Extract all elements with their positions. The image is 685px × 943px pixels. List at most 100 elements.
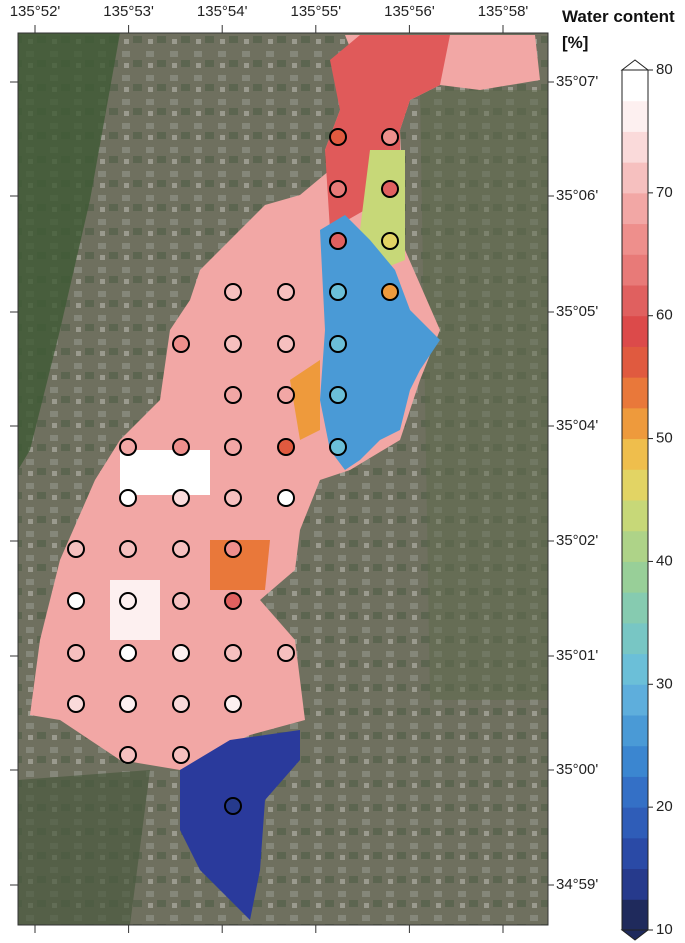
sample-point xyxy=(277,489,295,507)
sample-point xyxy=(119,592,137,610)
sample-point xyxy=(172,746,190,764)
lat-label: 35°01' xyxy=(556,647,598,664)
sample-point xyxy=(224,695,242,713)
sample-point xyxy=(119,644,137,662)
colorbar-arrow xyxy=(620,59,650,71)
sample-point xyxy=(277,438,295,456)
colorbar-tick-label: 40 xyxy=(656,552,673,569)
colorbar-band xyxy=(622,500,648,532)
sample-point xyxy=(381,180,399,198)
sample-point xyxy=(172,438,190,456)
lon-label: 135°58' xyxy=(478,3,529,20)
sample-point xyxy=(224,797,242,815)
colorbar-band xyxy=(622,315,648,347)
sample-point xyxy=(172,592,190,610)
colorbar-band xyxy=(622,407,648,440)
colorbar-band xyxy=(622,377,648,409)
map-frame xyxy=(17,32,549,926)
colorbar-band xyxy=(622,530,648,562)
sample-point xyxy=(172,644,190,662)
sample-point xyxy=(172,695,190,713)
colorbar-band xyxy=(622,837,648,870)
colorbar-band xyxy=(622,745,648,777)
colorbar-band xyxy=(622,899,648,931)
colorbar-tick-label: 70 xyxy=(656,184,673,201)
sample-point xyxy=(224,644,242,662)
colorbar-band xyxy=(622,715,648,747)
sample-point xyxy=(329,232,347,250)
sample-point xyxy=(119,695,137,713)
lat-label: 35°06' xyxy=(556,187,598,204)
colorbar-band xyxy=(622,70,648,102)
sample-point xyxy=(67,540,85,558)
sample-point xyxy=(329,386,347,404)
sample-point xyxy=(119,746,137,764)
lon-label: 135°56' xyxy=(384,3,435,20)
sample-point xyxy=(172,540,190,558)
lat-label: 35°05' xyxy=(556,303,598,320)
sample-point xyxy=(329,128,347,146)
lon-label: 135°54' xyxy=(197,3,248,20)
colorbar-band xyxy=(622,868,648,900)
sample-point xyxy=(381,283,399,301)
colorbar-tick-label: 60 xyxy=(656,307,673,324)
colorbar-band xyxy=(622,469,648,501)
colorbar-band xyxy=(622,438,648,470)
sample-point xyxy=(329,283,347,301)
colorbar-arrow xyxy=(620,929,650,941)
colorbar-band xyxy=(622,653,648,685)
sample-point xyxy=(172,489,190,507)
colorbar-band xyxy=(622,561,648,593)
colorbar-band xyxy=(622,776,648,808)
sample-point xyxy=(224,438,242,456)
sample-point xyxy=(67,644,85,662)
sample-point xyxy=(119,540,137,558)
sample-point xyxy=(224,592,242,610)
colorbar-band xyxy=(622,131,648,163)
colorbar-band xyxy=(622,346,648,378)
lat-label: 34°59' xyxy=(556,876,598,893)
colorbar-tick-label: 20 xyxy=(656,798,673,815)
colorbar-tick-label: 10 xyxy=(656,921,673,938)
sample-point xyxy=(224,335,242,353)
sample-point xyxy=(119,438,137,456)
lat-label: 35°00' xyxy=(556,761,598,778)
sample-point xyxy=(172,335,190,353)
sample-point xyxy=(329,180,347,198)
colorbar-band xyxy=(622,162,648,194)
colorbar-tick-label: 80 xyxy=(656,61,673,78)
sample-point xyxy=(67,592,85,610)
lon-label: 135°52' xyxy=(10,3,61,20)
lat-label: 35°07' xyxy=(556,73,598,90)
sample-point xyxy=(277,335,295,353)
lat-label: 35°02' xyxy=(556,532,598,549)
colorbar-band xyxy=(622,807,648,839)
colorbar-frame xyxy=(621,69,649,931)
sample-point xyxy=(224,489,242,507)
sample-point xyxy=(277,644,295,662)
lat-label: 35°04' xyxy=(556,417,598,434)
sample-point xyxy=(224,540,242,558)
sample-point xyxy=(277,386,295,404)
colorbar-band xyxy=(622,223,648,255)
colorbar-band xyxy=(622,622,648,655)
sample-point xyxy=(224,283,242,301)
colorbar-band xyxy=(622,592,648,624)
lon-label: 135°55' xyxy=(291,3,342,20)
colorbar: 10 20 30 40 50 60 70 80 xyxy=(620,59,673,941)
sample-points xyxy=(67,128,399,815)
colorbar-title: Water content [%] xyxy=(562,7,675,52)
colorbar-band xyxy=(622,285,648,317)
lon-label: 135°53' xyxy=(103,3,154,20)
colorbar-band xyxy=(622,254,648,286)
sample-point xyxy=(224,386,242,404)
sample-point xyxy=(119,489,137,507)
colorbar-tick-label: 50 xyxy=(656,430,673,447)
axes: 135°52' 135°53' 135°54' 135°55' 135°56' 135°5… xyxy=(10,3,598,933)
colorbar-band xyxy=(622,192,648,225)
sample-point xyxy=(67,695,85,713)
sample-point xyxy=(329,438,347,456)
sample-point xyxy=(381,128,399,146)
